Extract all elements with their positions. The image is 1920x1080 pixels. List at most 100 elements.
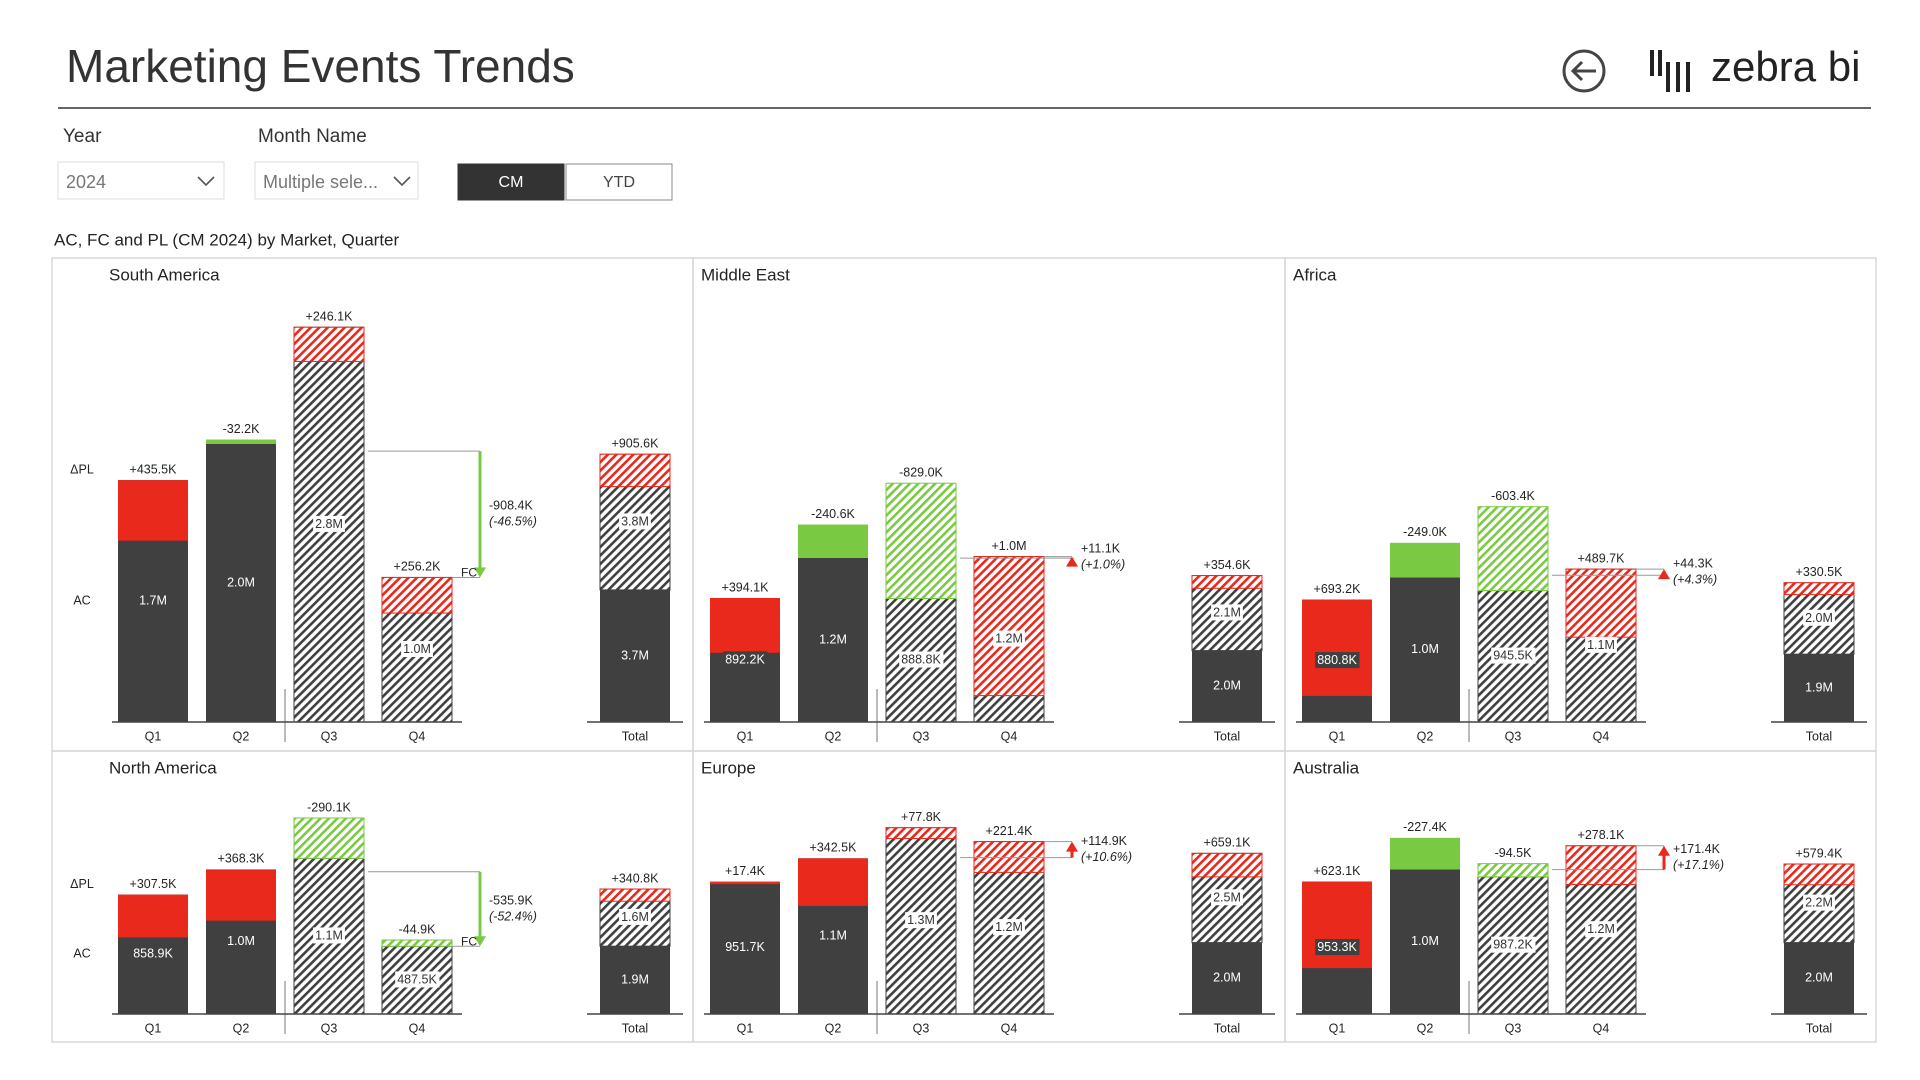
chevron bbox=[393, 176, 411, 187]
label-bg bbox=[1585, 636, 1617, 653]
label-bg bbox=[619, 971, 651, 988]
data-label: 1.9M bbox=[621, 972, 649, 986]
delta-bar bbox=[973, 841, 1045, 873]
label-bg bbox=[1409, 641, 1441, 658]
label-bg bbox=[1491, 647, 1536, 664]
toggle-button[interactable]: YTD bbox=[565, 163, 673, 201]
x-tick-label: Q4 bbox=[409, 1021, 426, 1035]
data-label: 2.5M bbox=[1213, 890, 1241, 904]
month-dropdown[interactable]: Multiple sele... bbox=[254, 161, 419, 200]
data-label: 2.2M bbox=[1805, 896, 1833, 910]
panel-title: Australia bbox=[1293, 758, 1360, 777]
data-label: 858.9K bbox=[133, 947, 173, 961]
label-bg bbox=[313, 927, 345, 944]
data-label: 1.0M bbox=[1411, 934, 1439, 948]
data-label: +579.4K bbox=[1796, 846, 1844, 860]
arrow-head bbox=[1658, 845, 1670, 856]
data-label: +221.4K bbox=[986, 824, 1034, 838]
label-bg bbox=[401, 641, 433, 658]
annotation-label: +171.4K bbox=[1673, 842, 1721, 856]
delta-bar bbox=[293, 326, 365, 362]
delta-bar bbox=[798, 524, 868, 558]
x-tick-label: Q1 bbox=[145, 729, 162, 743]
x-tick-label: Total bbox=[1214, 729, 1240, 743]
label-bg bbox=[993, 919, 1025, 936]
data-label: -240.6K bbox=[811, 507, 855, 521]
label-bg bbox=[817, 927, 849, 944]
label-bg bbox=[131, 945, 176, 962]
data-label: +278.1K bbox=[1578, 828, 1626, 842]
data-label: 1.2M bbox=[995, 920, 1023, 934]
logo-bar bbox=[1658, 50, 1662, 76]
data-label: 1.2M bbox=[819, 632, 847, 646]
data-label: +17.4K bbox=[725, 864, 766, 878]
logo-mark bbox=[1650, 50, 1690, 92]
x-tick-label: Total bbox=[1214, 1021, 1240, 1035]
year-dropdown[interactable]: 2024 bbox=[57, 161, 225, 200]
delta-bar bbox=[206, 439, 276, 444]
label-bg bbox=[817, 631, 849, 648]
x-tick-label: Q4 bbox=[1593, 729, 1610, 743]
data-label: 487.5K bbox=[397, 972, 437, 986]
x-tick-label: Q3 bbox=[1505, 729, 1522, 743]
delta-bar bbox=[1390, 837, 1460, 870]
data-label: 1.0M bbox=[1411, 642, 1439, 656]
x-tick-label: Q2 bbox=[233, 729, 250, 743]
data-label: -290.1K bbox=[307, 800, 351, 814]
dropdown-value: 2024 bbox=[66, 172, 106, 192]
annotation-label: +11.1K bbox=[1081, 542, 1121, 556]
panel-title: North America bbox=[109, 758, 217, 777]
back-button[interactable] bbox=[1562, 49, 1606, 93]
data-label: 3.8M bbox=[621, 514, 649, 528]
arrow-head bbox=[1658, 569, 1670, 580]
label-bg bbox=[619, 908, 651, 925]
back-arrow bbox=[1570, 60, 1596, 82]
arrow-head bbox=[474, 567, 486, 578]
data-label: 1.1M bbox=[315, 928, 343, 942]
total-delta-bar bbox=[1191, 575, 1263, 589]
x-tick-label: Q3 bbox=[1505, 1021, 1522, 1035]
x-tick-label: Total bbox=[622, 1021, 648, 1035]
x-tick-label: Q4 bbox=[1001, 1021, 1018, 1035]
data-label: +330.5K bbox=[1796, 565, 1844, 579]
annotation-label: +44.3K bbox=[1673, 556, 1714, 570]
button-box bbox=[457, 163, 565, 201]
data-label: 2.0M bbox=[227, 575, 255, 589]
dropdown-box bbox=[254, 161, 419, 200]
delta-bar bbox=[381, 576, 453, 614]
panel-title: Middle East bbox=[701, 265, 790, 284]
row-label: ΔPL bbox=[70, 462, 94, 476]
data-label: 2.0M bbox=[1213, 679, 1241, 693]
label-bg bbox=[1803, 609, 1835, 626]
label-bg bbox=[1585, 921, 1617, 938]
total-delta-bar bbox=[599, 888, 671, 902]
data-label: 2.0M bbox=[1805, 611, 1833, 625]
label-bg bbox=[899, 651, 944, 668]
data-label: 2.0M bbox=[1805, 971, 1833, 985]
delta-bar bbox=[1302, 881, 1372, 969]
x-tick-label: Q2 bbox=[825, 1021, 842, 1035]
data-label: +905.6K bbox=[612, 437, 660, 451]
row-label: ΔPL bbox=[70, 877, 94, 891]
logo-text: zebra bi bbox=[1711, 43, 1860, 90]
total-delta-bar bbox=[599, 453, 671, 488]
x-tick-label: Q3 bbox=[913, 1021, 930, 1035]
annotation-label: -535.9K bbox=[489, 893, 533, 907]
data-label: 987.2K bbox=[1493, 938, 1533, 952]
data-label: 1.0M bbox=[403, 642, 431, 656]
reference-label: FC bbox=[461, 566, 477, 580]
data-label: +246.1K bbox=[306, 310, 354, 324]
back-circle bbox=[1562, 49, 1606, 93]
delta-bar bbox=[1390, 542, 1460, 578]
logo-bar bbox=[1650, 50, 1654, 76]
logo-bar bbox=[1686, 62, 1690, 92]
data-label: +368.3K bbox=[218, 852, 266, 866]
data-label: +256.2K bbox=[394, 560, 442, 574]
x-tick-label: Q1 bbox=[737, 1021, 754, 1035]
filter-label: Year bbox=[63, 126, 102, 147]
toggle-button[interactable]: CM bbox=[457, 163, 565, 201]
data-label: 1.0M bbox=[227, 934, 255, 948]
total-delta-bar bbox=[1191, 852, 1263, 878]
x-tick-label: Total bbox=[622, 729, 648, 743]
